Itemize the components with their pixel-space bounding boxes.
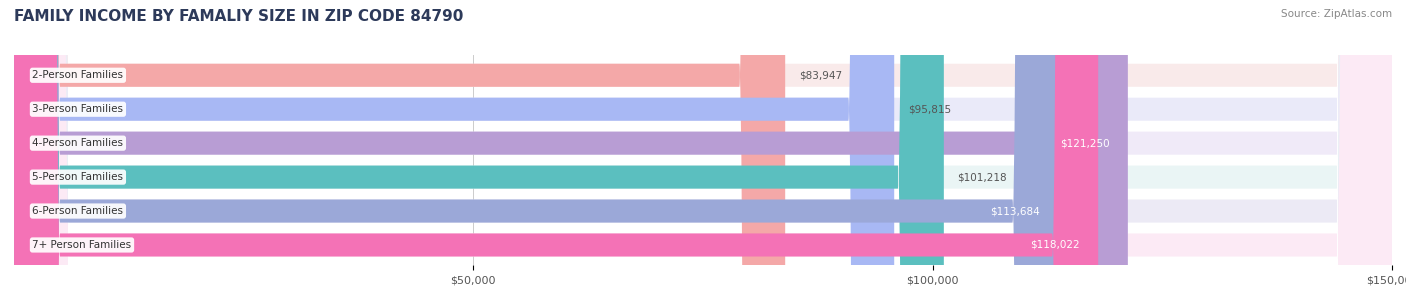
FancyBboxPatch shape xyxy=(14,0,1392,305)
Text: 5-Person Families: 5-Person Families xyxy=(32,172,124,182)
Text: $95,815: $95,815 xyxy=(908,104,950,114)
FancyBboxPatch shape xyxy=(14,0,1392,305)
Text: 2-Person Families: 2-Person Families xyxy=(32,70,124,80)
FancyBboxPatch shape xyxy=(14,0,785,305)
Text: 4-Person Families: 4-Person Families xyxy=(32,138,124,148)
Text: Source: ZipAtlas.com: Source: ZipAtlas.com xyxy=(1281,9,1392,19)
Text: 3-Person Families: 3-Person Families xyxy=(32,104,124,114)
FancyBboxPatch shape xyxy=(14,0,1059,305)
FancyBboxPatch shape xyxy=(14,0,1392,305)
Text: $118,022: $118,022 xyxy=(1031,240,1080,250)
Text: 7+ Person Families: 7+ Person Families xyxy=(32,240,132,250)
Text: $83,947: $83,947 xyxy=(799,70,842,80)
FancyBboxPatch shape xyxy=(14,0,1392,305)
FancyBboxPatch shape xyxy=(14,0,894,305)
FancyBboxPatch shape xyxy=(14,0,1128,305)
Text: FAMILY INCOME BY FAMALIY SIZE IN ZIP CODE 84790: FAMILY INCOME BY FAMALIY SIZE IN ZIP COD… xyxy=(14,9,464,24)
Text: $113,684: $113,684 xyxy=(990,206,1040,216)
FancyBboxPatch shape xyxy=(14,0,1392,305)
FancyBboxPatch shape xyxy=(14,0,943,305)
Text: 6-Person Families: 6-Person Families xyxy=(32,206,124,216)
FancyBboxPatch shape xyxy=(14,0,1392,305)
Text: $121,250: $121,250 xyxy=(1060,138,1109,148)
Text: $101,218: $101,218 xyxy=(957,172,1007,182)
FancyBboxPatch shape xyxy=(14,0,1098,305)
